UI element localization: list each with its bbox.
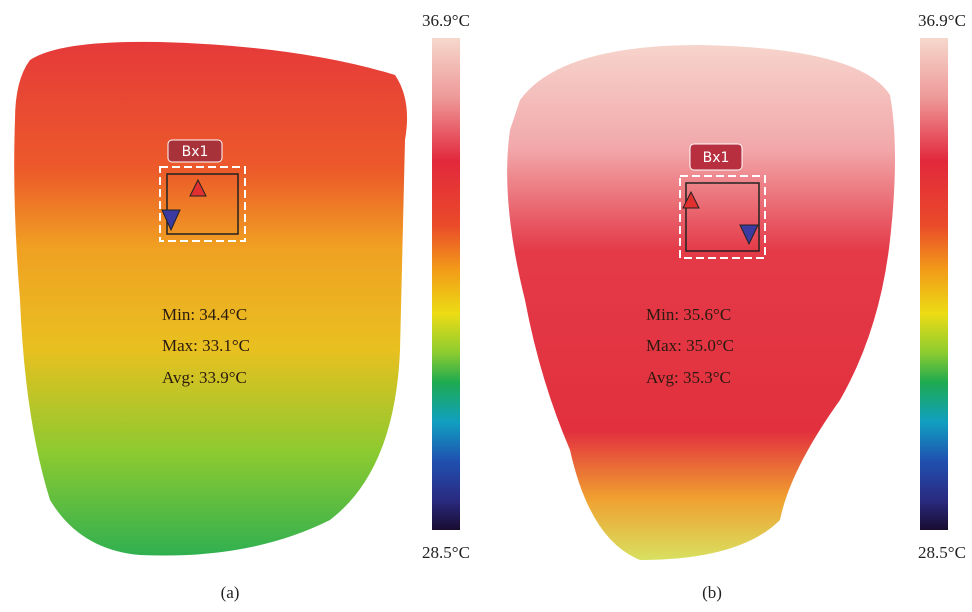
scale-min: 28.5°C (918, 543, 966, 562)
min-marker (739, 224, 759, 246)
scale-max: 36.9°C (422, 11, 470, 30)
box-tag (167, 139, 223, 163)
thermal-image (507, 45, 895, 560)
stat: Max: 35.0°C (646, 336, 734, 355)
min-marker (161, 209, 181, 232)
stat: Max: 33.1°C (162, 336, 250, 355)
measure-box (679, 175, 766, 259)
box-label: Bx1 (182, 144, 209, 160)
max-marker (682, 190, 700, 209)
measure-box-inner (685, 182, 760, 252)
caption: (a) (221, 583, 240, 602)
color-scale (920, 38, 948, 530)
stat: Avg: 33.9°C (162, 368, 247, 387)
box-label: Bx1 (703, 150, 730, 166)
measure-box (159, 166, 246, 242)
thermal-image (14, 41, 408, 556)
max-marker (189, 178, 207, 197)
box-tag (689, 143, 743, 171)
measure-box-inner (166, 173, 239, 235)
caption: (b) (702, 583, 722, 602)
scale-max: 36.9°C (918, 11, 966, 30)
scale-min: 28.5°C (422, 543, 470, 562)
stat: Avg: 35.3°C (646, 368, 731, 387)
stat: Min: 35.6°C (646, 305, 731, 324)
color-scale (432, 38, 460, 530)
stat: Min: 34.4°C (162, 305, 247, 324)
